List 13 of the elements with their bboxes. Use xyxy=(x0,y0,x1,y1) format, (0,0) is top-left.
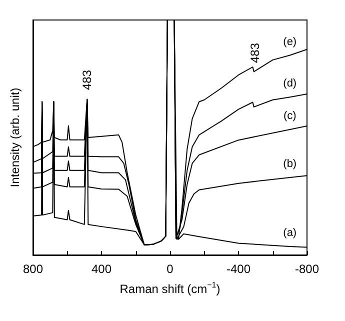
x-tick-label: 0 xyxy=(166,262,174,276)
x-tick-label: -800 xyxy=(294,262,320,276)
x-tick-label: -400 xyxy=(226,262,251,276)
x-tick-label: 400 xyxy=(91,262,112,276)
y-axis-title: Intensity (arb. unit) xyxy=(8,88,22,188)
series-label: (b) xyxy=(283,158,297,170)
series-label: (c) xyxy=(283,110,296,122)
annotation: 483 xyxy=(248,42,262,64)
x-tick-label: 800 xyxy=(22,262,44,276)
series-label: (e) xyxy=(283,36,297,48)
annotation: 483 xyxy=(80,70,94,90)
series-label: (a) xyxy=(283,227,297,240)
series-label: (d) xyxy=(283,78,297,90)
